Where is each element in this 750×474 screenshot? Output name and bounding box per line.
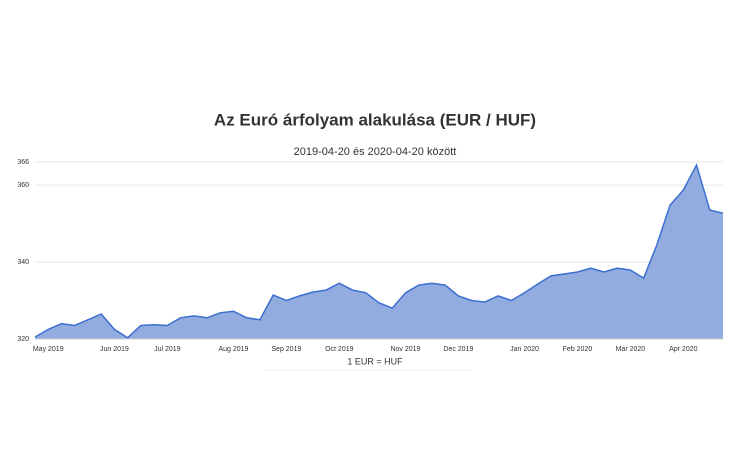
x-tick-label: Nov 2019 <box>390 346 420 353</box>
x-tick-label: May 2019 <box>33 346 64 353</box>
y-tick-label: 360 <box>17 182 29 189</box>
x-tick-label: Sep 2019 <box>271 346 301 353</box>
x-tick-label: Oct 2019 <box>325 346 354 353</box>
x-tick-label: Dec 2019 <box>443 346 473 353</box>
legend-label: 1 EUR = HUF <box>347 356 403 366</box>
x-tick-label: Aug 2019 <box>218 346 248 353</box>
chart-subtitle: 2019-04-20 és 2020-04-20 között <box>294 146 457 158</box>
x-tick-label: Feb 2020 <box>563 346 593 353</box>
area <box>35 165 723 339</box>
x-tick-label: Jan 2020 <box>510 346 539 353</box>
chart-title: Az Euró árfolyam alakulása (EUR / HUF) <box>214 110 536 129</box>
y-tick-label: 340 <box>17 259 29 266</box>
y-tick-label: 320 <box>17 336 29 343</box>
line <box>34 163 724 339</box>
x-tick-label: Jul 2019 <box>154 346 181 353</box>
x-tick-label: Mar 2020 <box>616 346 646 353</box>
x-tick-label: Apr 2020 <box>669 346 698 353</box>
x-tick-label: Jun 2019 <box>100 346 129 353</box>
y-tick-label: 366 <box>17 159 29 166</box>
